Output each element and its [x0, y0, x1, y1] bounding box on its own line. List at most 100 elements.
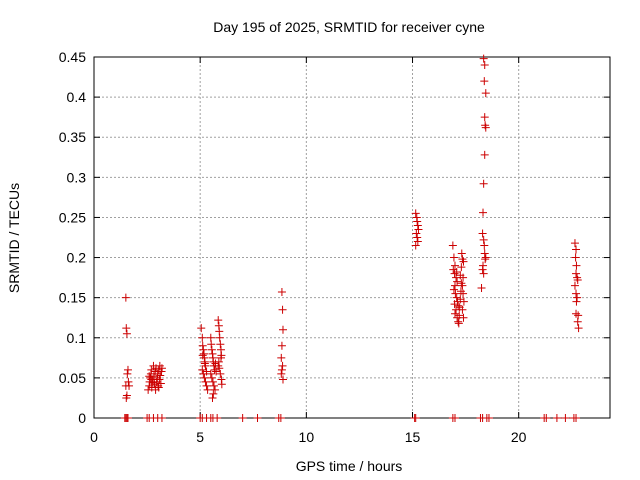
data-point [210, 365, 219, 374]
y-tick-label: 0.4 [67, 89, 87, 105]
data-point [206, 369, 215, 378]
data-point [216, 340, 225, 349]
data-point [253, 414, 262, 422]
data-point [481, 255, 490, 264]
data-point [147, 365, 156, 374]
y-tick-label: 0.15 [59, 290, 86, 306]
data-point [457, 249, 466, 258]
data-point [457, 263, 466, 272]
data-point [412, 229, 421, 238]
data-point [572, 297, 581, 306]
data-point [209, 381, 218, 390]
axis-ticks: 0 5 10 15 20 0 0.05 0.1 0.15 0.2 0.25 0.3 0.35 0.4 0.4… [59, 49, 610, 445]
x-tick-label: 15 [405, 429, 421, 445]
data-point [452, 273, 461, 282]
data-point [459, 273, 468, 282]
y-tick-label: 0.1 [67, 330, 87, 346]
data-point [198, 351, 207, 360]
data-points [120, 54, 583, 422]
data-point [278, 325, 287, 334]
x-axis-title: GPS time / hours [296, 458, 403, 474]
chart-title: Day 195 of 2025, SRMTID for receiver cyn… [213, 19, 485, 35]
data-point [208, 377, 217, 386]
y-tick-label: 0.2 [67, 250, 87, 266]
data-point [455, 311, 464, 320]
data-point [458, 305, 467, 314]
data-point [201, 377, 210, 386]
data-point [481, 253, 490, 262]
data-point [213, 414, 222, 422]
data-point [479, 269, 488, 278]
data-point [479, 54, 488, 63]
data-point [123, 365, 132, 374]
data-point [278, 361, 287, 370]
data-point [149, 378, 158, 387]
data-point [202, 381, 211, 390]
data-point [278, 305, 287, 314]
data-point [207, 340, 216, 349]
data-point [216, 369, 225, 378]
data-point [209, 389, 218, 398]
data-point [145, 372, 154, 381]
data-point [208, 393, 217, 402]
data-point [414, 225, 423, 234]
data-point [278, 375, 287, 384]
data-point [200, 359, 209, 368]
data-point [572, 269, 581, 278]
data-point [411, 209, 420, 218]
data-point [480, 61, 489, 70]
data-point [413, 217, 422, 226]
y-tick-label: 0.45 [59, 49, 86, 65]
data-point [572, 245, 581, 254]
data-point [411, 241, 420, 250]
data-point [154, 383, 163, 392]
data-point [156, 371, 165, 380]
data-point [453, 277, 462, 286]
data-point [277, 341, 286, 350]
data-point [450, 309, 459, 318]
data-point [450, 261, 459, 270]
data-point [552, 414, 561, 422]
data-point [452, 267, 461, 276]
data-point [454, 301, 463, 310]
data-point [197, 324, 206, 333]
data-point [459, 313, 468, 322]
data-point [125, 381, 134, 390]
data-point [207, 345, 216, 354]
data-point [124, 377, 133, 386]
y-tick-label: 0.3 [67, 169, 87, 185]
data-point [203, 385, 212, 394]
data-point [481, 123, 490, 132]
data-point [238, 414, 247, 422]
data-point [450, 414, 459, 422]
data-point [459, 257, 468, 266]
data-point [217, 380, 226, 389]
data-point [122, 324, 131, 333]
data-point [481, 89, 490, 98]
data-point [573, 317, 582, 326]
data-point [198, 365, 207, 374]
data-point [459, 297, 468, 306]
data-point [572, 309, 581, 318]
data-point [480, 77, 489, 86]
data-point [214, 361, 223, 370]
data-point [198, 333, 207, 342]
data-point [477, 284, 486, 293]
data-point [277, 369, 286, 378]
data-point [574, 324, 583, 333]
x-tick-label: 10 [299, 429, 315, 445]
data-point [449, 253, 458, 262]
data-point [571, 253, 580, 262]
data-point [452, 293, 461, 302]
data-point [411, 414, 420, 422]
grid-lines [94, 57, 610, 418]
data-point [450, 269, 459, 278]
data-point [480, 113, 489, 122]
data-point [479, 179, 488, 188]
data-point [413, 233, 422, 242]
data-point [413, 237, 422, 246]
y-tick-label: 0.05 [59, 370, 86, 386]
data-point [276, 414, 285, 422]
data-point [480, 241, 489, 250]
